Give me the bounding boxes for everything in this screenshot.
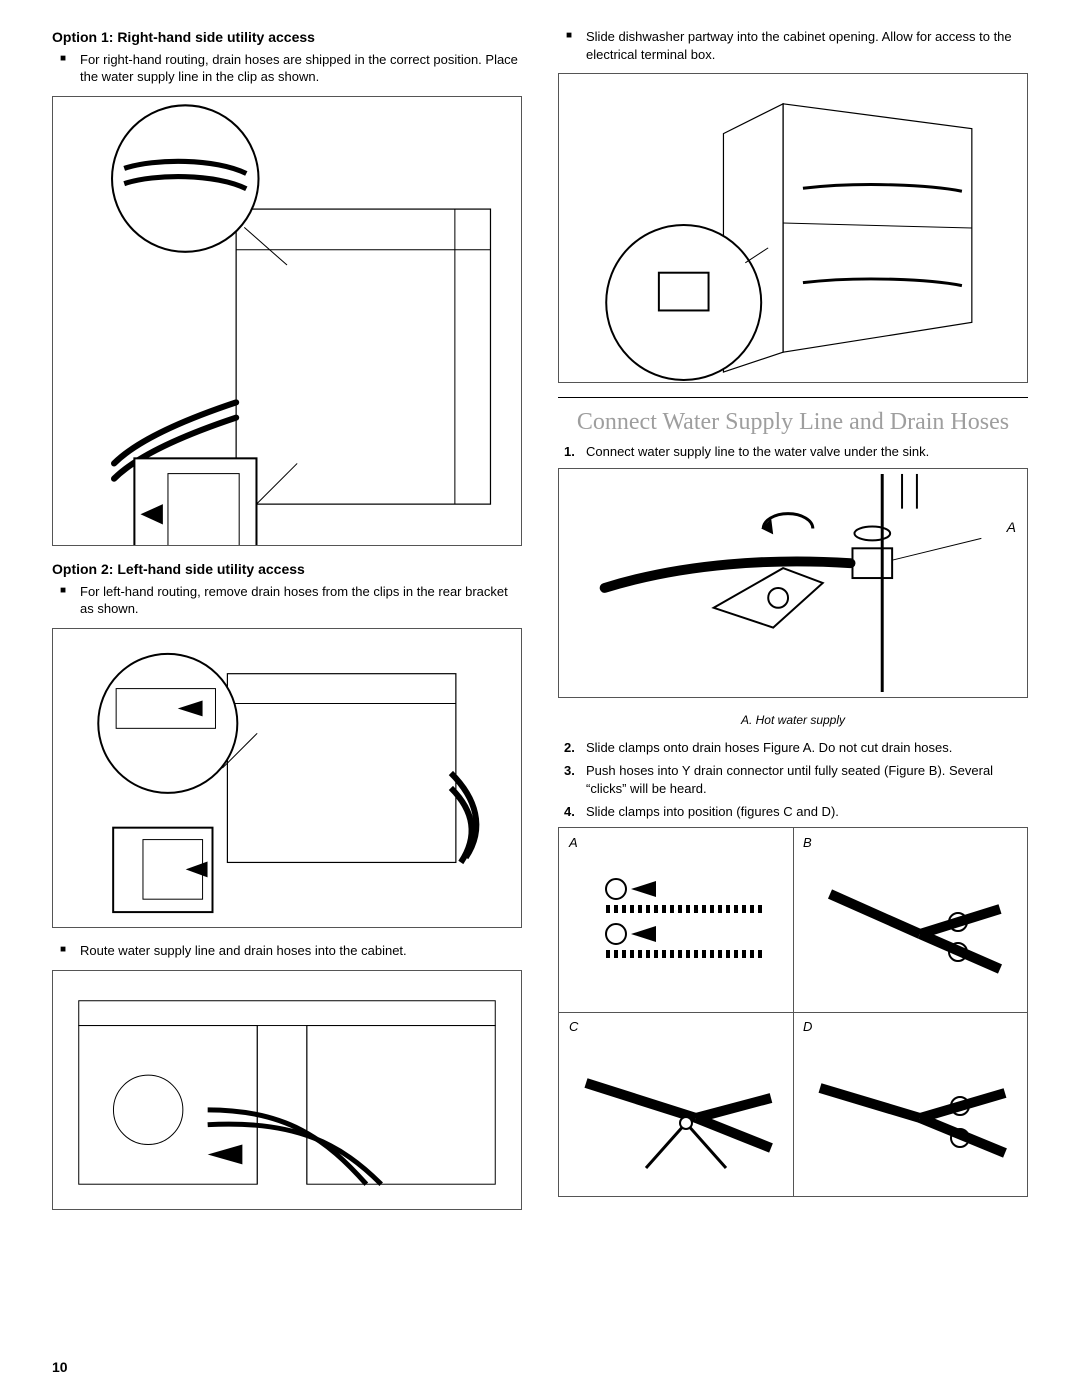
option2-bullets-2: Route water supply line and drain hoses …	[52, 942, 522, 960]
connect-steps-cont: 2.Slide clamps onto drain hoses Figure A…	[558, 739, 1028, 821]
slide-in-figure	[558, 73, 1028, 383]
step-4: 4.Slide clamps into position (figures C …	[586, 803, 1028, 821]
slide-in-bullets: Slide dishwasher partway into the cabine…	[558, 28, 1028, 63]
slide-in-bullet: Slide dishwasher partway into the cabine…	[586, 28, 1028, 63]
valve-callout-letter: A	[1007, 518, 1016, 537]
step-4-text: Slide clamps into position (figures C an…	[586, 804, 839, 819]
routing-figure	[52, 970, 522, 1210]
grid-cell-d: D	[793, 1012, 1027, 1196]
step-3-text: Push hoses into Y drain connector until …	[586, 763, 993, 796]
grid-cell-a: A	[559, 828, 793, 1012]
step-2: 2.Slide clamps onto drain hoses Figure A…	[586, 739, 1028, 757]
grid-cell-c: C	[559, 1012, 793, 1196]
option2-bullets: For left-hand routing, remove drain hose…	[52, 583, 522, 618]
two-column-layout: Option 1: Right-hand side utility access…	[52, 28, 1028, 1224]
grid-label-d: D	[803, 1019, 812, 1034]
step-2-text: Slide clamps onto drain hoses Figure A. …	[586, 740, 952, 755]
option2-bullet: For left-hand routing, remove drain hose…	[80, 583, 522, 618]
valve-figure	[558, 468, 1028, 698]
grid-label-c: C	[569, 1019, 578, 1034]
option2-bullet-2: Route water supply line and drain hoses …	[80, 942, 522, 960]
option1-figure	[52, 96, 522, 546]
option1-bullet: For right-hand routing, drain hoses are …	[80, 51, 522, 86]
grid-label-b: B	[803, 835, 812, 850]
grid-label-a: A	[569, 835, 578, 850]
option2-figure	[52, 628, 522, 928]
section-title: Connect Water Supply Line and Drain Hose…	[558, 408, 1028, 437]
page-number: 10	[52, 1358, 68, 1377]
left-column: Option 1: Right-hand side utility access…	[52, 28, 522, 1224]
valve-caption: A. Hot water supply	[558, 712, 1028, 728]
option1-heading: Option 1: Right-hand side utility access	[52, 28, 522, 47]
option1-bullets: For right-hand routing, drain hoses are …	[52, 51, 522, 86]
clamp-figure-grid: A B	[558, 827, 1028, 1197]
step-3: 3.Push hoses into Y drain connector unti…	[586, 762, 1028, 797]
right-column: Slide dishwasher partway into the cabine…	[558, 28, 1028, 1224]
grid-cell-b: B	[793, 828, 1027, 1012]
connect-steps: 1.Connect water supply line to the water…	[558, 443, 1028, 461]
step-1-text: Connect water supply line to the water v…	[586, 444, 929, 459]
option2-heading: Option 2: Left-hand side utility access	[52, 560, 522, 579]
step-1: 1.Connect water supply line to the water…	[586, 443, 1028, 461]
section-rule	[558, 397, 1028, 398]
